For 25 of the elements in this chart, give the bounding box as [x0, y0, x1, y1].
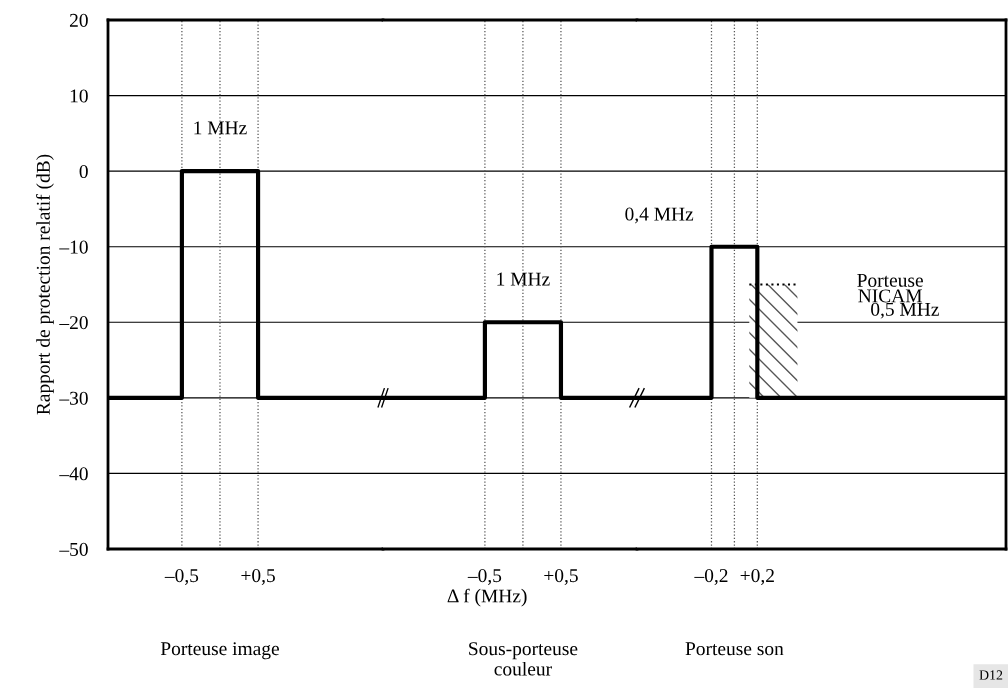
x-tick-label: –0,5 [164, 569, 199, 585]
x-axis-title: Porteuse image [160, 642, 279, 660]
x-axis-title: Sous-porteuse couleur [469, 642, 578, 676]
y-tick-label: –40 [59, 467, 88, 481]
x-tick-label: –0,2 [694, 569, 728, 585]
y-tick-label: 10 [70, 89, 88, 103]
x-tick-label: –0,5 [467, 569, 502, 585]
annotation: Porteuse NICAM [857, 273, 923, 303]
y-tick-label: –10 [59, 240, 88, 254]
x-tick-label: +0,5 [544, 569, 578, 585]
annotation: 1 MHz [497, 272, 550, 286]
y-tick-label: 0 [79, 164, 88, 179]
y-tick-label: –20 [59, 316, 88, 330]
y-axis-title: Rapport de protection relatif (dB) [36, 154, 54, 415]
x-axis-title: Porteuse son [685, 642, 784, 656]
y-tick-label: –50 [59, 542, 88, 556]
annotation: 0,5 MHz [871, 302, 939, 319]
text: D12 [979, 670, 1003, 680]
annotation: 0,4 MHz [625, 207, 694, 224]
x-tick-label: +0,2 [740, 569, 774, 585]
annotation: 1 MHz [194, 121, 247, 135]
y-tick-label: –30 [59, 391, 88, 405]
y-tick-label: 20 [69, 13, 88, 27]
text: Δ f (MHz) [447, 588, 527, 607]
x-tick-label: +0,5 [241, 569, 275, 585]
